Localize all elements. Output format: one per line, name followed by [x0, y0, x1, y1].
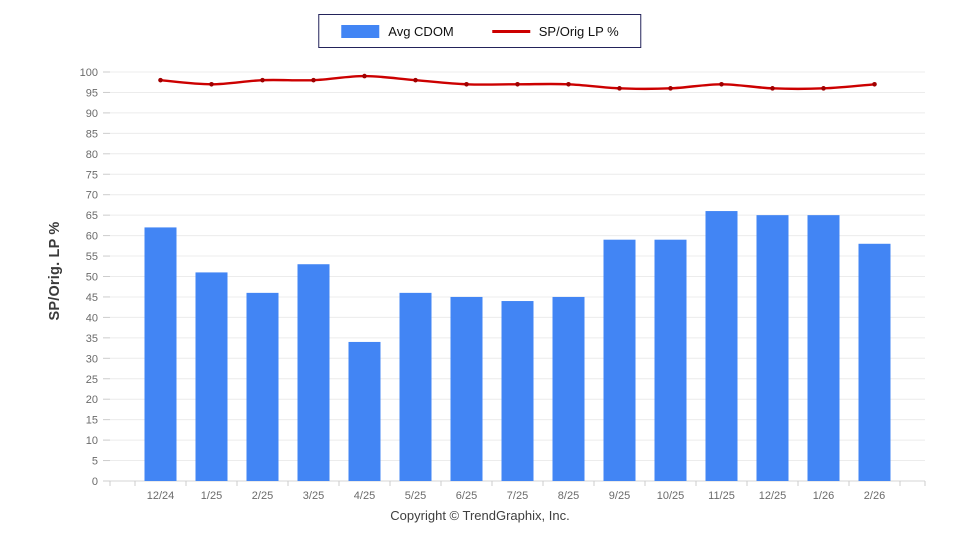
x-tick-label: 3/25 [303, 490, 324, 502]
y-tick-label: 75 [86, 169, 98, 181]
bar-3-25 [297, 264, 330, 481]
x-tick-label: 6/25 [456, 490, 477, 502]
y-tick-label: 65 [86, 210, 98, 222]
bar-5-25 [399, 292, 432, 481]
line-point-5-25 [413, 77, 418, 83]
bar-7-25 [501, 301, 534, 481]
y-tick-label: 50 [86, 272, 98, 284]
bar-9-25 [603, 239, 636, 481]
x-tick-label: 8/25 [558, 490, 579, 502]
bar-1-25 [195, 272, 228, 481]
x-tick-label: 2/26 [864, 490, 885, 502]
y-tick-label: 0 [92, 476, 98, 488]
line-point-4-25 [362, 73, 367, 79]
line-point-11-25 [719, 81, 724, 87]
chart-legend: Avg CDOM SP/Orig LP % [318, 14, 642, 48]
bar-10-25 [654, 239, 687, 481]
x-tick-label: 4/25 [354, 490, 375, 502]
x-tick-label: 10/25 [657, 490, 685, 502]
y-tick-label: 10 [86, 435, 98, 447]
y-tick-label: 15 [86, 415, 98, 427]
bar-2-25 [246, 292, 279, 481]
line-point-10-25 [668, 86, 673, 91]
line-point-1-25 [209, 81, 214, 87]
x-tick-label: 2/25 [252, 490, 273, 502]
legend-line-swatch [491, 29, 530, 33]
y-tick-label: 100 [80, 67, 98, 79]
line-point-6-25 [464, 81, 469, 87]
legend-item-sp-orig-lp: SP/Orig LP % [491, 23, 619, 39]
line-point-2-25 [260, 77, 265, 83]
y-tick-label: 70 [86, 190, 98, 202]
bar-6-25 [450, 296, 483, 481]
y-tick-label: 35 [86, 333, 98, 345]
y-tick-label: 60 [86, 231, 98, 243]
y-tick-label: 55 [86, 251, 98, 263]
line-point-1-26 [821, 86, 826, 91]
legend-label-avg-cdom: Avg CDOM [388, 23, 454, 39]
y-tick-label: 90 [86, 108, 98, 120]
bar-1-26 [807, 215, 840, 481]
line-point-2-26 [872, 81, 877, 87]
x-tick-label: 1/25 [201, 490, 222, 502]
x-tick-label: 7/25 [507, 490, 528, 502]
line-point-7-25 [515, 81, 520, 87]
line-point-9-25 [617, 86, 622, 91]
line-point-8-25 [566, 81, 571, 87]
bar-11-25 [705, 211, 738, 481]
line-point-3-25 [311, 77, 316, 83]
y-tick-label: 95 [86, 87, 98, 99]
y-tick-label: 25 [86, 374, 98, 386]
copyright-text: Copyright © TrendGraphix, Inc. [390, 508, 570, 523]
legend-item-avg-cdom: Avg CDOM [341, 24, 454, 39]
x-tick-label: 1/26 [813, 490, 834, 502]
y-tick-label: 40 [86, 312, 98, 324]
x-tick-label: 9/25 [609, 490, 630, 502]
bar-4-25 [348, 341, 381, 481]
bar-12-24 [144, 227, 177, 481]
x-tick-label: 12/25 [759, 490, 787, 502]
y-tick-label: 20 [86, 394, 98, 406]
bar-8-25 [552, 296, 585, 481]
x-tick-label: 5/25 [405, 490, 426, 502]
bar-2-26 [858, 243, 891, 481]
y-tick-label: 30 [86, 353, 98, 365]
legend-label-sp-orig-lp: SP/Orig LP % [538, 23, 619, 39]
y-tick-label: 45 [86, 292, 98, 304]
y-tick-label: 5 [92, 456, 98, 468]
line-point-12-25 [770, 86, 775, 91]
y-tick-label: 80 [86, 149, 98, 161]
legend-bar-swatch [341, 24, 380, 38]
y-tick-label: 85 [86, 128, 98, 140]
x-tick-label: 12/24 [147, 490, 175, 502]
line-point-12-24 [158, 77, 163, 83]
x-tick-label: 11/25 [708, 490, 735, 502]
bar-12-25 [756, 215, 789, 481]
